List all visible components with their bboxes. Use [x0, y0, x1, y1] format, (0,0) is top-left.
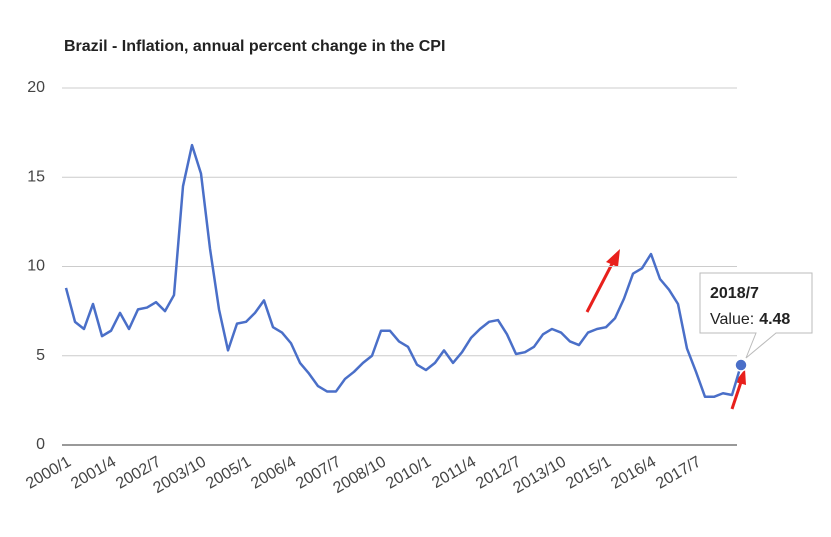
y-tick-label: 10: [27, 258, 45, 275]
x-tick-label: 2005/1: [203, 453, 254, 492]
tooltip-box: [699, 272, 813, 359]
x-tick-label: 2015/1: [563, 453, 614, 492]
x-tick-label: 2000/1: [23, 453, 74, 492]
x-tick-label: 2010/1: [383, 453, 434, 492]
tooltip-title: 2018/7: [710, 285, 759, 302]
y-tick-label: 5: [36, 347, 45, 364]
tooltip-line: Value: 4.48: [710, 311, 790, 328]
y-tick-label: 20: [27, 79, 45, 96]
highlight-point: [734, 358, 748, 372]
tooltip: 2018/7 Value: 4.48: [699, 272, 813, 359]
annotation-arrows: [585, 249, 746, 410]
x-tick-label: 2011/4: [429, 453, 479, 492]
y-tick-label: 0: [36, 436, 45, 453]
chart-title: Brazil - Inflation, annual percent chang…: [64, 38, 445, 55]
x-tick-label: 2006/4: [248, 453, 299, 492]
tooltip-label: Value:: [710, 311, 754, 328]
data-line: [64, 143, 743, 399]
y-tick-label: 15: [27, 168, 45, 185]
x-tick-label: 2016/4: [608, 453, 659, 492]
x-tick-label: 2001/4: [68, 453, 119, 492]
x-tick-label: 2017/7: [653, 453, 704, 492]
tooltip-value: 4.48: [759, 311, 790, 328]
